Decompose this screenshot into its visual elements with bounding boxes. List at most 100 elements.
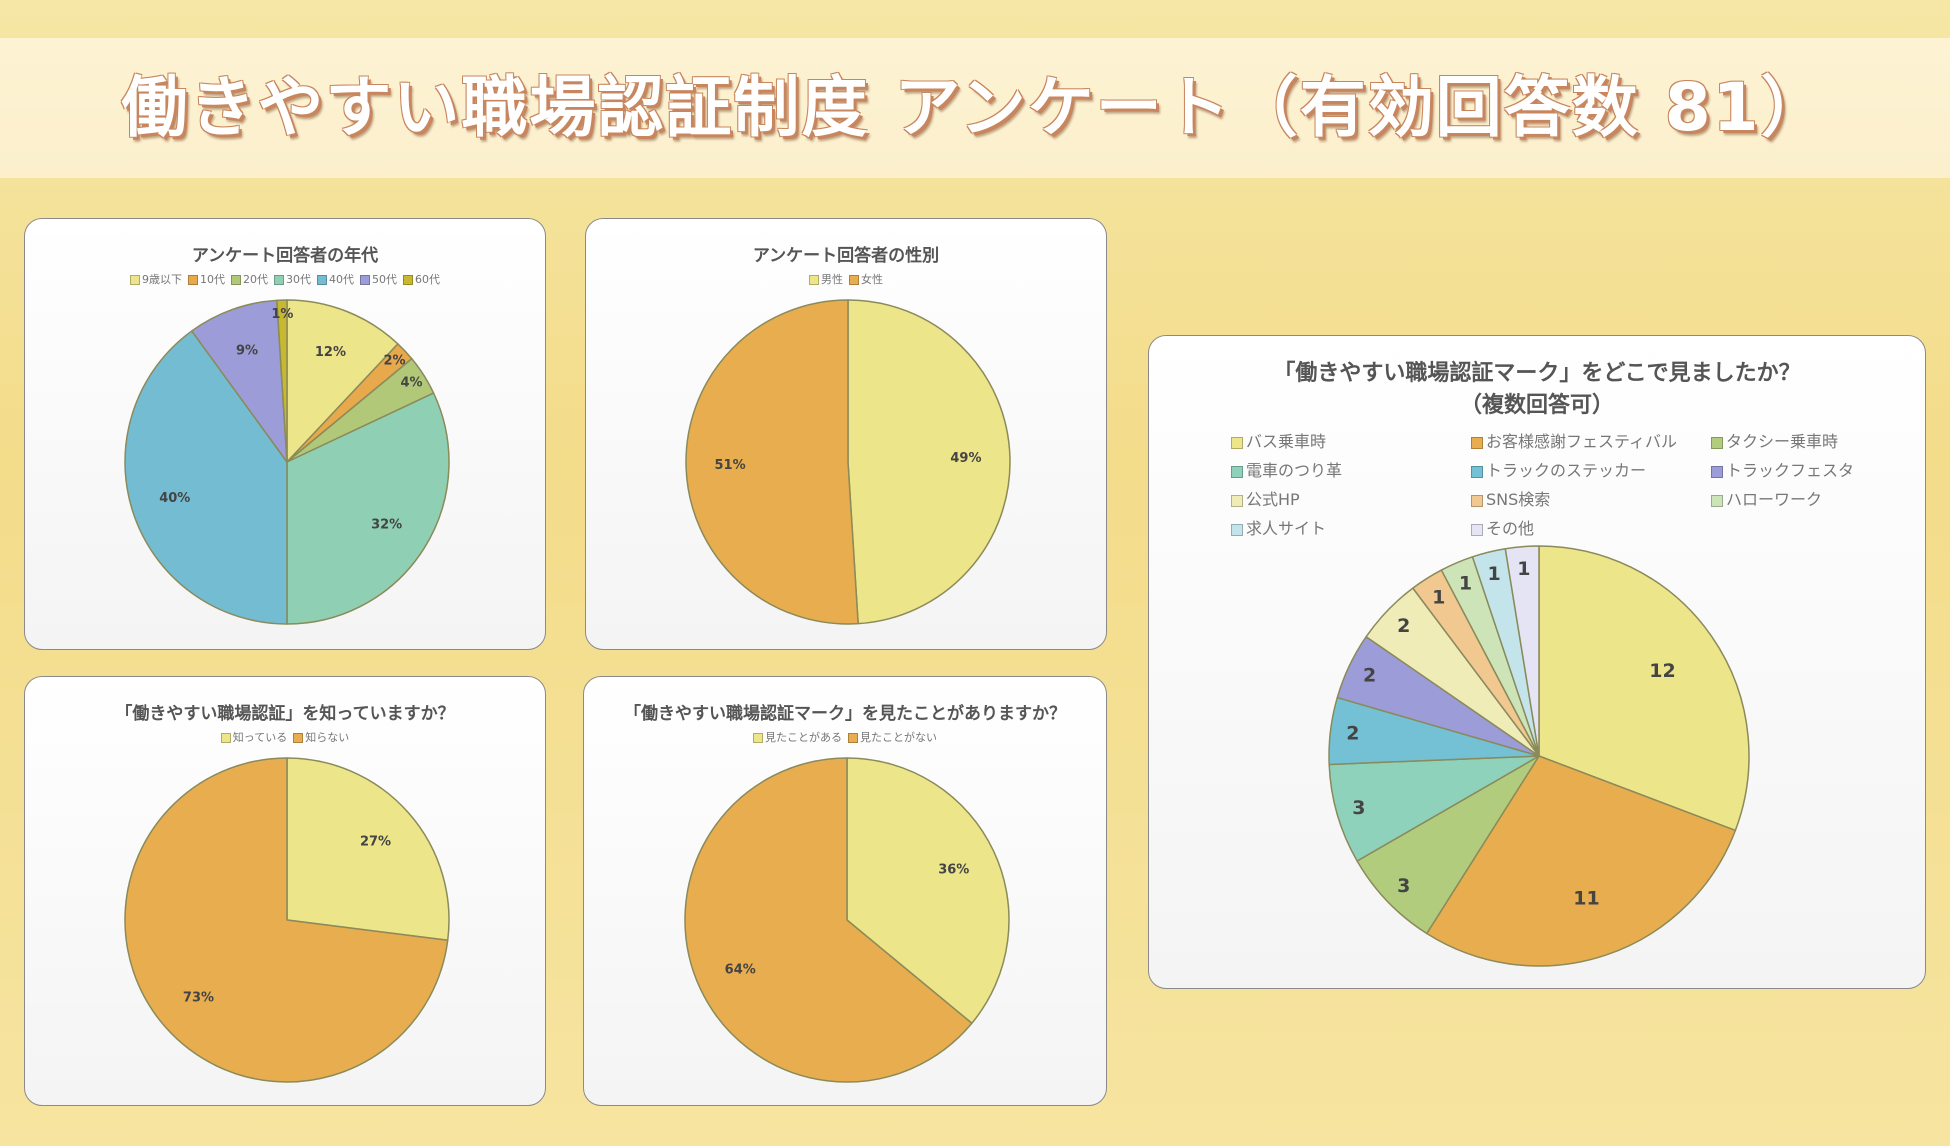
pie-data-label: 12 — [1649, 660, 1675, 682]
pie-data-label: 1% — [271, 307, 293, 322]
pie-data-label: 9% — [236, 343, 258, 358]
legend-item: 公式HP — [1231, 486, 1300, 510]
pie-chart-gender: 49% 51% — [685, 299, 1011, 625]
legend-swatch — [848, 733, 858, 743]
chart-legend: 知っている 知らない — [25, 729, 545, 745]
pie-chart-seen-mark: 36% 64% — [684, 757, 1010, 1083]
pie-data-label: 32% — [371, 518, 402, 533]
pie-slice — [684, 757, 973, 1083]
pie-data-label: 73% — [183, 991, 214, 1006]
chart-legend: 男性 女性 — [586, 271, 1106, 287]
legend-item: バス乗車時 — [1231, 428, 1326, 452]
legend-label: バス乗車時 — [1246, 432, 1327, 451]
legend-swatch — [1231, 436, 1243, 449]
legend-item: 40代 — [317, 271, 354, 287]
pie-data-label: 64% — [725, 963, 756, 978]
pie-slice — [1426, 755, 1737, 967]
legend-swatch — [317, 275, 327, 285]
pie-data-label: 40% — [159, 491, 190, 506]
legend-label: 電車のつり革 — [1246, 461, 1343, 480]
chart-card-seen-mark: 「働きやすい職場認証マーク」を見たことがありますか？ 見たことがある 見たことがな… — [583, 676, 1107, 1106]
legend-item: 知っている — [220, 729, 287, 745]
legend-label: 40代 — [329, 273, 354, 286]
legend-label: 9歳以下 — [142, 273, 182, 286]
page-title: 働きやすい職場認証制度 アンケート（有効回答数 81） — [121, 69, 1829, 146]
pie-slice — [276, 299, 288, 463]
chart-title: アンケート回答者の性別 — [752, 246, 940, 266]
legend-label: 公式HP — [1246, 490, 1300, 509]
legend-item: 男性 — [809, 271, 843, 287]
chart-title: 「働きやすい職場認証マーク」を見たことがありますか？ — [624, 704, 1066, 724]
legend-swatch — [360, 275, 370, 285]
legend-label: タクシー乗車時 — [1726, 432, 1839, 451]
title-band: 働きやすい職場認証制度 アンケート（有効回答数 81） — [0, 38, 1950, 178]
pie-slice — [124, 330, 288, 625]
pie-slice — [1356, 755, 1540, 935]
pie-data-label: 51% — [714, 458, 745, 473]
legend-label: トラックフェスタ — [1726, 461, 1855, 480]
legend-swatch — [274, 275, 284, 285]
legend-swatch — [1471, 523, 1483, 536]
pie-data-label: 27% — [360, 834, 391, 849]
pie-slice — [286, 299, 399, 463]
pie-slice — [1504, 545, 1540, 757]
chart-card-where-seen: 「働きやすい職場認証マーク」をどこで見ましたか？ （複数回答可） バス乗車時 お客… — [1148, 335, 1926, 989]
legend-label: 10代 — [200, 273, 225, 286]
legend-item: 60代 — [403, 271, 440, 287]
legend-item: 見たことがない — [848, 729, 937, 745]
legend-item: 50代 — [360, 271, 397, 287]
pie-slice — [1538, 545, 1750, 832]
pie-slice — [685, 299, 859, 625]
pie-data-label: 2 — [1346, 722, 1359, 744]
pie-data-label: 49% — [950, 451, 981, 466]
legend-swatch — [849, 275, 859, 285]
legend-swatch — [809, 275, 819, 285]
legend-swatch — [1471, 494, 1483, 507]
legend-swatch — [753, 733, 763, 743]
chart-title: 「働きやすい職場認証マーク」をどこで見ましたか？ — [1273, 361, 1801, 386]
legend-swatch — [1231, 523, 1243, 536]
legend-label: 見たことがある — [765, 731, 842, 744]
legend-item: 30代 — [274, 271, 311, 287]
legend-swatch — [220, 733, 231, 743]
legend-swatch — [1711, 436, 1723, 449]
legend-item: トラックのステッカー — [1471, 457, 1646, 481]
legend-item: SNS検索 — [1471, 486, 1550, 510]
pie-data-label: 2 — [1363, 665, 1376, 687]
legend-label: 知らない — [305, 731, 350, 744]
pie-data-label: 1 — [1432, 587, 1445, 609]
chart-title: アンケート回答者の年代 — [191, 246, 379, 266]
legend-label: 60代 — [415, 273, 440, 286]
pie-slice — [847, 299, 1011, 625]
pie-slice — [846, 757, 1010, 1025]
chart-card-gender: アンケート回答者の性別 男性 女性 49% 51% — [585, 218, 1107, 650]
legend-item: ハローワーク — [1711, 486, 1822, 510]
pie-data-label: 2 — [1397, 615, 1410, 637]
pie-data-label: 4% — [400, 375, 422, 390]
legend-swatch — [231, 275, 241, 285]
pie-slice — [286, 392, 450, 625]
legend-swatch — [1471, 465, 1483, 478]
legend-swatch — [1711, 465, 1723, 478]
legend-item: 10代 — [188, 271, 225, 287]
legend-item: 見たことがある — [753, 729, 842, 745]
chart-card-awareness: 「働きやすい職場認証」を知っていますか？ 知っている 知らない 27% 73% — [24, 676, 546, 1106]
legend-item: 電車のつり革 — [1231, 457, 1342, 481]
legend-swatch — [1231, 465, 1243, 478]
legend-swatch — [293, 733, 304, 743]
chart-title: 「働きやすい職場認証」を知っていますか？ — [115, 704, 455, 724]
pie-data-label: 2% — [383, 354, 405, 369]
legend-item: 求人サイト — [1231, 515, 1326, 539]
legend-swatch — [130, 275, 140, 285]
chart-legend: 見たことがある 見たことがない — [584, 729, 1106, 745]
legend-item: トラックフェスタ — [1711, 457, 1854, 481]
legend-item: タクシー乗車時 — [1711, 428, 1838, 452]
legend-label: 女性 — [861, 273, 883, 286]
pie-data-label: 12% — [315, 345, 346, 360]
legend-label: 男性 — [821, 273, 843, 286]
pie-slice — [286, 757, 450, 942]
legend-item: 20代 — [231, 271, 268, 287]
pie-slice — [1328, 755, 1540, 862]
pie-slice — [191, 299, 288, 463]
